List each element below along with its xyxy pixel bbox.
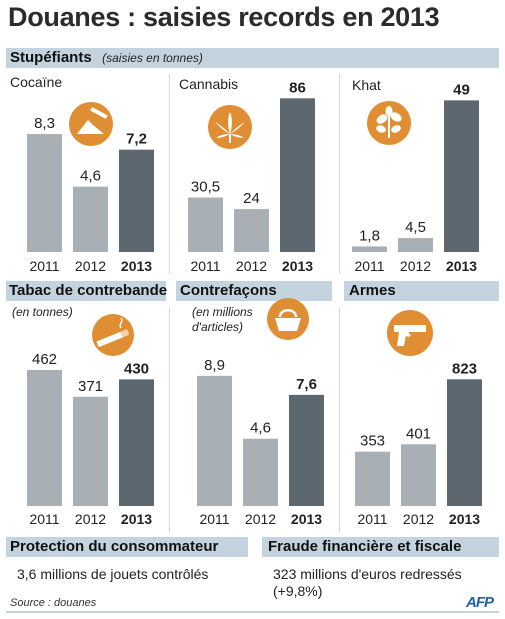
bar-2011	[355, 451, 390, 506]
divider	[169, 308, 170, 533]
bar-2012	[234, 209, 269, 252]
value-label: 24	[243, 190, 260, 207]
section-header-protection: Protection du consommateur	[6, 537, 248, 557]
bar-2013	[289, 394, 324, 506]
year-tick-label: 2013	[449, 511, 480, 527]
year-tick-label: 2013	[291, 511, 322, 527]
value-label: 49	[453, 81, 470, 98]
section-header-contrefacons: Contrefaçons	[176, 281, 332, 301]
year-tick-label: 2011	[357, 511, 387, 527]
divider	[339, 308, 340, 533]
value-label: 86	[289, 79, 306, 96]
value-label: 462	[32, 351, 57, 368]
pistol-icon	[387, 310, 433, 356]
year-tick-label: 2011	[199, 511, 229, 527]
fraude-text-line1: 323 millions d'euros redressés	[273, 566, 462, 582]
value-label: 7,6	[296, 376, 317, 393]
powder-icon	[69, 102, 113, 146]
bar-2013	[444, 100, 479, 253]
year-tick-label: 2012	[403, 511, 434, 527]
bar-2012	[398, 238, 433, 252]
year-tick-label: 2011	[29, 511, 59, 527]
section-header-stupefiants: Stupéfiants (saisies en tonnes)	[6, 48, 499, 68]
section-note-line1: (en millions	[192, 305, 253, 319]
bar-2012	[73, 186, 108, 252]
handbag-icon	[267, 298, 309, 340]
year-tick-label: 2011	[354, 258, 384, 274]
section-note: (saisies en tonnes)	[102, 51, 203, 65]
year-tick-label: 2011	[29, 258, 59, 274]
afp-logo-text: AFP	[466, 594, 494, 611]
cigarette-icon	[92, 314, 134, 356]
panel-label-cannabis: Cannabis	[179, 76, 239, 92]
year-tick-label: 2013	[446, 258, 477, 274]
section-heading: Tabac de contrebande	[9, 282, 168, 299]
value-label: 4,6	[250, 420, 271, 437]
year-tick-label: 2012	[245, 511, 276, 527]
divider	[339, 74, 340, 274]
afp-logo: AFP	[466, 594, 494, 611]
section-heading: Contrefaçons	[180, 282, 277, 299]
bar-2012	[73, 396, 108, 506]
value-label: 4,5	[405, 219, 426, 236]
year-tick-label: 2013	[121, 511, 152, 527]
panel-label-cocaine: Cocaïne	[10, 74, 63, 90]
cannabis-leaf-icon	[208, 105, 252, 149]
value-label: 823	[452, 360, 477, 377]
year-tick-label: 2012	[236, 258, 267, 274]
section-heading: Fraude financière et fiscale	[268, 538, 462, 555]
khat-leaf-icon	[367, 101, 411, 145]
value-label: 4,6	[80, 168, 101, 185]
bar-2013	[447, 379, 482, 506]
divider	[169, 74, 170, 274]
panel-label-khat: Khat	[352, 77, 381, 93]
bar-2013	[119, 379, 154, 506]
bar-2013	[280, 98, 315, 252]
year-tick-label: 2012	[75, 511, 106, 527]
protection-text: 3,6 millions de jouets contrôlés	[17, 566, 209, 582]
section-heading: Armes	[349, 282, 396, 299]
section-heading: Stupéfiants	[10, 49, 92, 66]
section-heading: Protection du consommateur	[10, 538, 219, 555]
bar-2011	[27, 134, 62, 252]
bar-2011	[352, 246, 387, 252]
value-label: 8,3	[34, 115, 55, 132]
bar-2012	[401, 444, 436, 506]
bar-2011	[188, 197, 223, 252]
year-tick-label: 2013	[282, 258, 313, 274]
section-header-armes: Armes	[344, 281, 499, 301]
footer-line	[6, 611, 499, 613]
value-label: 7,2	[126, 131, 147, 148]
bar-2011	[197, 375, 232, 506]
section-header-fraude: Fraude financière et fiscale	[262, 537, 499, 557]
section-note-line2: d'articles)	[192, 320, 243, 334]
section-header-tabac: Tabac de contrebande	[6, 281, 168, 301]
bar-2011	[27, 369, 62, 506]
page-title: Douanes : saisies records en 2013	[8, 2, 440, 32]
value-label: 401	[406, 425, 431, 442]
source-note: Source : douanes	[10, 597, 97, 609]
bar-2013	[119, 149, 154, 252]
section-note: (en tonnes)	[12, 305, 73, 319]
year-tick-label: 2013	[121, 258, 152, 274]
value-label: 353	[360, 433, 385, 450]
year-tick-label: 2012	[75, 258, 106, 274]
year-tick-label: 2012	[400, 258, 431, 274]
value-label: 8,9	[204, 357, 225, 374]
value-label: 430	[124, 360, 149, 377]
bar-2012	[243, 438, 278, 506]
fraude-text-line2: (+9,8%)	[273, 583, 323, 599]
value-label: 1,8	[359, 227, 380, 244]
value-label: 30,5	[191, 178, 220, 195]
year-tick-label: 2011	[190, 258, 220, 274]
value-label: 371	[78, 378, 103, 395]
